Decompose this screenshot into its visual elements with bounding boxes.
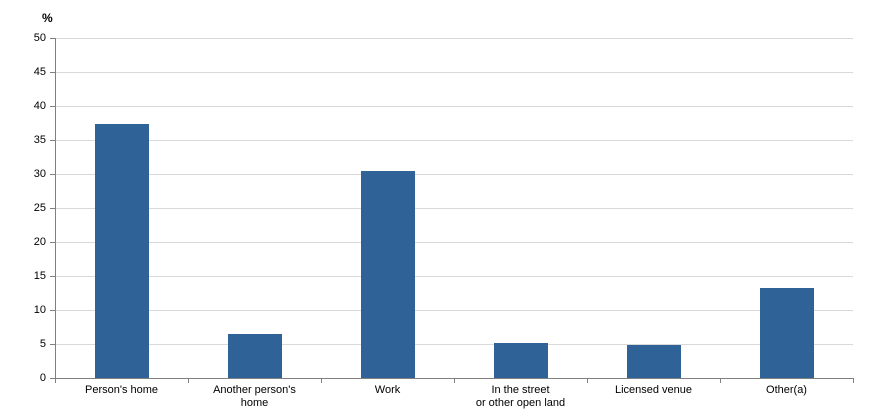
x-axis-tick [720, 379, 721, 383]
x-axis-tick [454, 379, 455, 383]
gridline [56, 72, 853, 73]
bar-in-the-street-or-other-open-land [494, 343, 548, 378]
x-axis-tick [55, 379, 56, 383]
y-axis-tick [50, 242, 55, 243]
y-axis-tick [50, 72, 55, 73]
y-axis-tick [50, 38, 55, 39]
y-axis-unit-label: % [42, 11, 53, 25]
gridline [56, 276, 853, 277]
y-tick-label: 15 [33, 270, 46, 282]
x-axis-tick [188, 379, 189, 383]
y-axis-tick [50, 378, 55, 379]
y-axis-tick [50, 174, 55, 175]
y-tick-label: 10 [33, 304, 46, 316]
y-axis-tick [50, 140, 55, 141]
bar-another-person-s-home [228, 334, 282, 378]
y-axis-tick [50, 344, 55, 345]
x-category-label: Work [374, 384, 401, 396]
x-category-label: Person's home [84, 384, 159, 396]
gridline [56, 344, 853, 345]
x-axis-tick [853, 379, 854, 383]
gridline [56, 310, 853, 311]
y-axis-tick [50, 276, 55, 277]
y-tick-label: 35 [33, 134, 46, 146]
y-tick-label: 30 [33, 168, 46, 180]
y-tick-label: 20 [33, 236, 46, 248]
gridline [56, 140, 853, 141]
y-axis-tick [50, 106, 55, 107]
x-axis-tick [587, 379, 588, 383]
x-category-label: In the street or other open land [475, 384, 566, 409]
x-category-label: Licensed venue [614, 384, 693, 396]
y-tick-label: 5 [39, 338, 46, 350]
x-category-label: Other(a) [766, 384, 807, 396]
y-tick-label: 40 [33, 100, 46, 112]
y-axis-tick [50, 208, 55, 209]
x-category-label: Another person's home [213, 384, 296, 409]
y-axis [55, 38, 56, 379]
bar-person-s-home [95, 124, 149, 378]
y-tick-label: 25 [33, 202, 46, 214]
gridline [56, 242, 853, 243]
gridline [56, 208, 853, 209]
bar-work [361, 171, 415, 378]
gridline [56, 174, 853, 175]
x-axis [55, 378, 854, 379]
y-tick-label: 45 [33, 66, 46, 78]
gridline [56, 38, 853, 39]
bar-other-a [760, 288, 814, 378]
gridline [56, 106, 853, 107]
y-tick-label: 50 [33, 32, 46, 44]
y-tick-label: 0 [39, 372, 46, 384]
bar-licensed-venue [627, 345, 681, 378]
y-axis-tick [50, 310, 55, 311]
x-axis-tick [321, 379, 322, 383]
